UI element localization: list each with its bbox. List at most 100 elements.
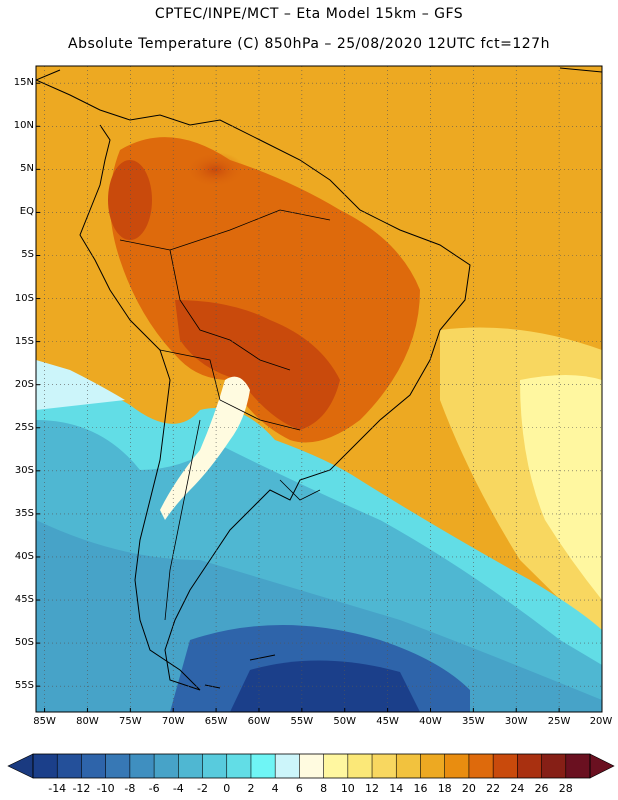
- lat-label: 15N: [13, 77, 34, 89]
- colorbar-segment: [105, 754, 131, 778]
- colorbar-segment: [565, 754, 591, 778]
- colorbar-label: 18: [437, 782, 452, 795]
- lon-label: 35W: [462, 716, 485, 727]
- lat-label: 5S: [21, 249, 34, 261]
- border-central: [169, 249, 291, 371]
- colorbar-segment: [33, 754, 58, 778]
- colorbar-label: 20: [461, 782, 476, 795]
- lon-label: 85W: [33, 716, 56, 727]
- colorbar-segment: [444, 754, 470, 778]
- border-plata: [279, 479, 321, 501]
- colorbar-label: -4: [172, 782, 184, 795]
- colorbar-label: -12: [72, 782, 91, 795]
- colorbar-segment: [517, 754, 543, 778]
- lat-label: 55S: [14, 680, 34, 692]
- colorbar-label: 28: [558, 782, 573, 795]
- lon-label: 80W: [76, 716, 99, 727]
- border-andes: [164, 419, 201, 621]
- lat-label: 35S: [14, 507, 34, 519]
- colorbar-label: 12: [365, 782, 380, 795]
- colorbar-label: 2: [247, 782, 255, 795]
- colorbar-label: 8: [320, 782, 328, 795]
- colorbar-segment: [347, 754, 373, 778]
- lon-label: 25W: [547, 716, 571, 727]
- hot-core-central: [175, 300, 340, 430]
- warm-plume: [160, 376, 250, 520]
- lat-label: 10N: [13, 120, 34, 132]
- lat-label: 5N: [20, 163, 34, 175]
- colorbar-label: 22: [486, 782, 501, 795]
- colorbar-frame: [32, 753, 591, 779]
- colorbar-segment: [226, 754, 252, 778]
- colorbar-label: -8: [124, 782, 136, 795]
- south-america-coastline: [36, 79, 471, 691]
- lon-label: 75W: [119, 716, 142, 727]
- colorbar-low-arrow: [7, 753, 34, 779]
- colorbar-segment: [250, 754, 276, 778]
- lon-label: 20W: [589, 716, 613, 727]
- border-south-central: [159, 349, 301, 431]
- colorbar-segment: [154, 754, 179, 778]
- lon-label: 55W: [290, 716, 314, 727]
- colorbar-segment: [468, 754, 494, 778]
- chart-title-line1: CPTEC/INPE/MCT – Eta Model 15km – GFS: [154, 6, 464, 22]
- colorbar-segment: [81, 754, 107, 778]
- pale-field-far-east: [520, 375, 602, 600]
- lat-label: 50S: [14, 637, 34, 649]
- lat-label: 40S: [14, 550, 34, 562]
- lat-label: EQ: [19, 206, 34, 218]
- central-america-coastline: [36, 69, 61, 81]
- colorbar-segment: [202, 754, 228, 778]
- lat-label: 30S: [14, 464, 34, 476]
- border-north: [119, 209, 331, 251]
- map-frame: [35, 65, 603, 713]
- colorbar-segment: [493, 754, 518, 778]
- lat-label: 10S: [14, 292, 34, 304]
- colorbar-segment: [129, 754, 155, 778]
- hot-spot-north: [185, 152, 245, 188]
- colorbar-label: 0: [223, 782, 231, 795]
- lon-label: 50W: [333, 716, 357, 727]
- colorbar-label: -2: [197, 782, 208, 795]
- lon-label: 65W: [204, 716, 228, 727]
- colorbar-label: 16: [413, 782, 428, 795]
- colorbar-label: 24: [510, 782, 525, 795]
- hot-core-andes-north: [108, 160, 152, 240]
- lon-label: 70W: [161, 716, 185, 727]
- colorbar-label: 4: [271, 782, 279, 795]
- colorbar-segment: [275, 754, 300, 778]
- axis-ticks: [36, 82, 603, 712]
- colder-field: [36, 520, 602, 712]
- temperature-field: [36, 66, 602, 712]
- colorbar-segment: [299, 754, 325, 778]
- chart-title-line2: Absolute Temperature (C) 850hPa – 25/08/…: [68, 36, 550, 52]
- colorbar-label: 10: [340, 782, 355, 795]
- coastlines: [36, 67, 602, 691]
- hot-field-continent: [110, 137, 420, 443]
- colorbar-segment: [372, 754, 397, 778]
- colorbar-label: 14: [389, 782, 404, 795]
- colorbar-segment: [178, 754, 204, 778]
- colorbar-label: -10: [96, 782, 115, 795]
- caribbean-coastline: [559, 67, 602, 73]
- lon-label: 30W: [504, 716, 528, 727]
- colorbar-high-arrow: [589, 753, 615, 779]
- colorbar-segment: [396, 754, 421, 778]
- falklands-coastline: [204, 654, 276, 689]
- lat-label: 25S: [14, 421, 34, 433]
- country-borders: [119, 209, 331, 621]
- colorbar-label: -14: [48, 782, 67, 795]
- colorbar-segment: [541, 754, 567, 778]
- colorbar-label: 6: [295, 782, 303, 795]
- colorbar-segment: [323, 754, 349, 778]
- lat-label: 15S: [14, 335, 34, 347]
- colorbar: [7, 753, 615, 779]
- lat-label: 20S: [14, 378, 34, 390]
- lon-label: 45W: [376, 716, 399, 727]
- lon-label: 60W: [247, 716, 271, 727]
- colorbar-label: 26: [534, 782, 549, 795]
- lat-label: 45S: [14, 594, 34, 606]
- pale-cyan-west: [36, 360, 125, 410]
- lon-label: 40W: [419, 716, 442, 727]
